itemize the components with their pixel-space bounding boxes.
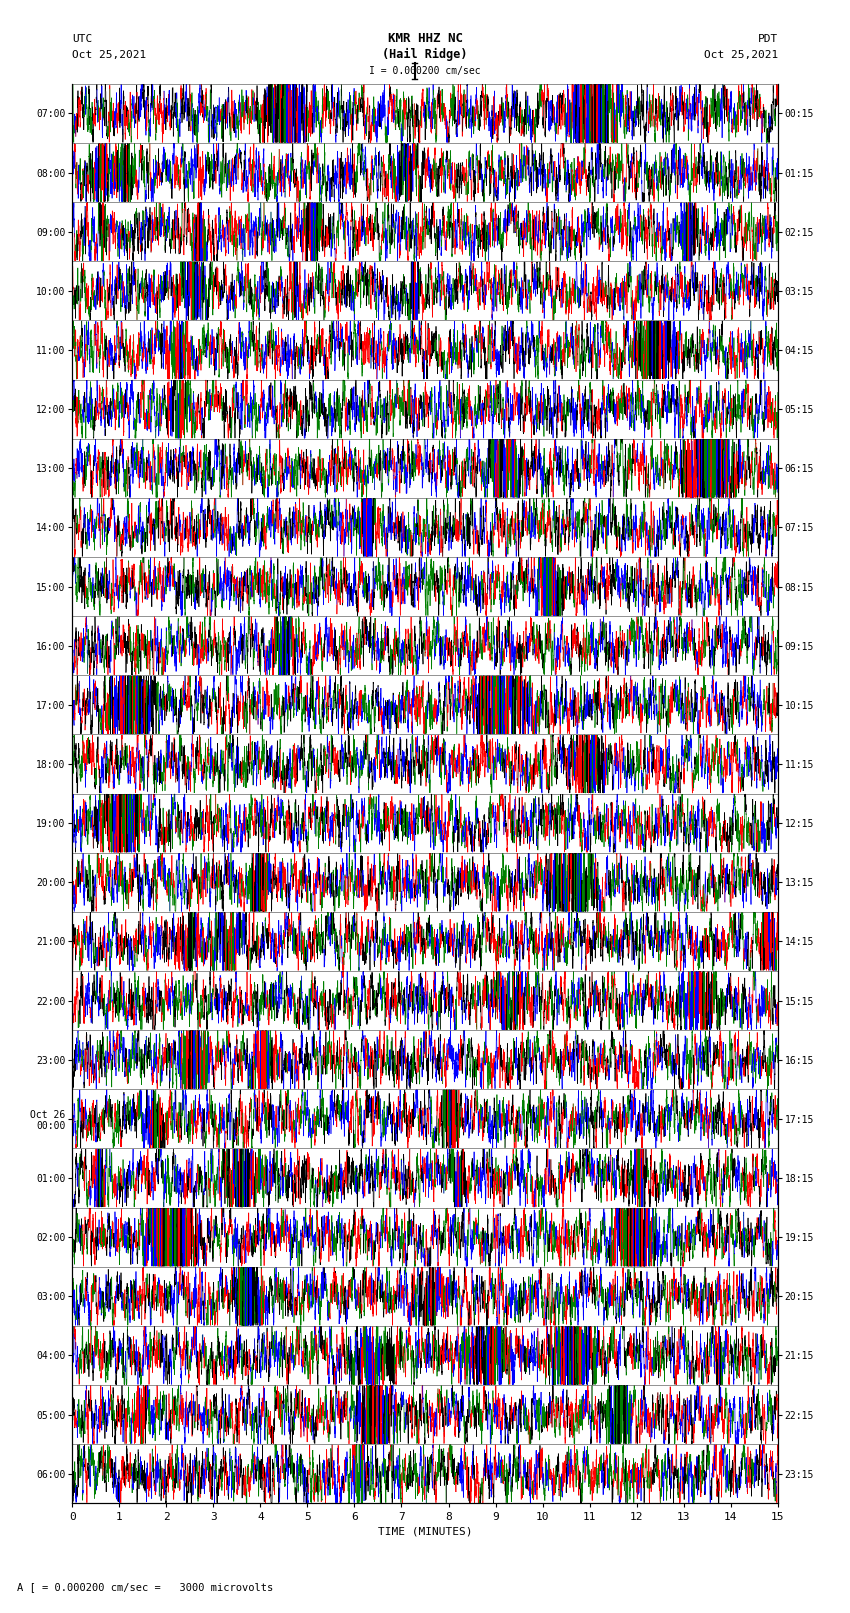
Text: KMR HHZ NC: KMR HHZ NC xyxy=(388,32,462,45)
Text: I = 0.000200 cm/sec: I = 0.000200 cm/sec xyxy=(369,66,481,76)
Text: UTC: UTC xyxy=(72,34,93,44)
Text: A [ = 0.000200 cm/sec =   3000 microvolts: A [ = 0.000200 cm/sec = 3000 microvolts xyxy=(17,1582,273,1592)
X-axis label: TIME (MINUTES): TIME (MINUTES) xyxy=(377,1526,473,1537)
Text: Oct 25,2021: Oct 25,2021 xyxy=(72,50,146,60)
Text: Oct 25,2021: Oct 25,2021 xyxy=(704,50,778,60)
Text: PDT: PDT xyxy=(757,34,778,44)
Text: (Hail Ridge): (Hail Ridge) xyxy=(382,48,468,61)
